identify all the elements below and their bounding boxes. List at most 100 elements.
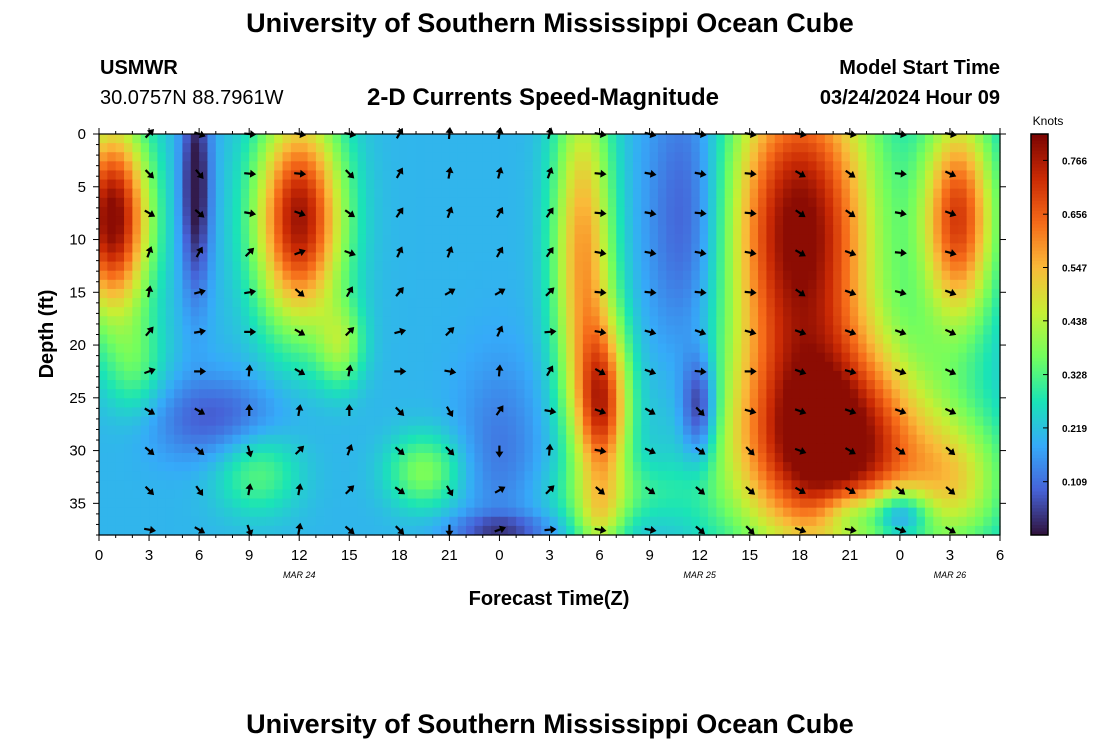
heatmap-cell <box>816 443 826 454</box>
heatmap-cell <box>716 416 726 427</box>
heatmap-cell <box>332 188 342 199</box>
heatmap-cell <box>766 197 776 208</box>
heatmap-cell <box>182 188 192 199</box>
heatmap-cell <box>182 334 192 345</box>
heatmap-cell <box>149 279 158 290</box>
heatmap-cell <box>641 170 651 181</box>
current-arrow <box>794 367 807 376</box>
heatmap-cell <box>641 389 651 399</box>
heatmap-cell <box>199 279 209 290</box>
heatmap-cell <box>407 361 417 372</box>
heatmap-cell <box>708 270 717 281</box>
heatmap-cell <box>574 134 584 144</box>
heatmap-cell <box>532 234 542 244</box>
heatmap-cell <box>516 498 526 509</box>
heatmap-cell <box>599 507 609 518</box>
heatmap-cell <box>232 325 242 336</box>
heatmap-cell <box>933 516 943 527</box>
heatmap-cell <box>190 434 200 445</box>
heatmap-cell <box>783 252 793 263</box>
heatmap-cell <box>249 452 259 463</box>
heatmap-cell <box>390 498 400 509</box>
heatmap-cell <box>257 234 267 244</box>
heatmap-cell <box>783 152 793 162</box>
heatmap-cell <box>808 234 818 244</box>
heatmap-cell <box>416 188 425 199</box>
heatmap-cell <box>557 243 567 254</box>
heatmap-cell <box>124 425 133 436</box>
heatmap-cell <box>891 507 901 518</box>
heatmap-cell <box>507 352 517 363</box>
heatmap-cell <box>749 343 759 354</box>
heatmap-cell <box>716 361 726 372</box>
heatmap-cell <box>741 498 751 509</box>
heatmap-cell <box>174 134 184 144</box>
heatmap-cell <box>908 516 918 527</box>
heatmap-cell <box>165 307 175 317</box>
heatmap-cell <box>632 525 642 536</box>
heatmap-cell <box>149 480 158 491</box>
heatmap-cell <box>849 380 859 390</box>
heatmap-cell <box>491 234 501 244</box>
heatmap-cell <box>224 416 234 427</box>
heatmap-cell <box>249 425 259 436</box>
heatmap-cell <box>174 480 184 491</box>
heatmap-cell <box>324 225 334 235</box>
heatmap-cell <box>207 234 217 244</box>
heatmap-cell <box>791 279 801 290</box>
heatmap-cell <box>257 288 267 299</box>
heatmap-cell <box>124 252 133 263</box>
heatmap-cell <box>883 443 893 454</box>
heatmap-cell <box>874 170 884 181</box>
current-arrow <box>744 288 757 297</box>
heatmap-cell <box>791 416 801 427</box>
heatmap-cell <box>924 443 934 454</box>
heatmap-cell <box>382 170 392 181</box>
heatmap-cell <box>224 343 234 354</box>
heatmap-cell <box>958 380 968 390</box>
current-arrow <box>144 367 156 375</box>
heatmap-cell <box>966 188 976 199</box>
heatmap-cell <box>365 134 375 144</box>
heatmap-cell <box>132 252 142 263</box>
heatmap-cell <box>966 261 976 272</box>
heatmap-cell <box>657 225 667 235</box>
heatmap-cell <box>115 307 125 317</box>
heatmap-cell <box>591 407 601 418</box>
heatmap-cell <box>524 361 534 372</box>
heatmap-cell <box>207 462 217 472</box>
heatmap-cell <box>224 480 234 491</box>
heatmap-cell <box>274 261 284 272</box>
heatmap-cell <box>299 489 309 500</box>
heatmap-cell <box>249 216 259 226</box>
heatmap-cell <box>482 134 492 144</box>
heatmap-cell <box>624 462 634 472</box>
heatmap-cell <box>416 225 425 235</box>
heatmap-cell <box>883 370 893 381</box>
heatmap-cell <box>390 507 400 518</box>
heatmap-cell <box>240 188 250 199</box>
heatmap-cell <box>265 307 275 317</box>
heatmap-cell <box>849 179 859 190</box>
heatmap-cell <box>899 507 909 518</box>
heatmap-cell <box>240 216 250 226</box>
heatmap-cell <box>165 407 175 418</box>
heatmap-cell <box>766 480 776 491</box>
heatmap-cell <box>532 252 542 263</box>
heatmap-cell <box>591 298 601 308</box>
heatmap-cell <box>924 489 934 500</box>
heatmap-cell <box>649 498 659 509</box>
current-arrow <box>594 288 607 297</box>
heatmap-cell <box>566 152 576 162</box>
current-arrow <box>395 207 404 218</box>
heatmap-cell <box>924 361 934 372</box>
heatmap-cell <box>574 216 584 226</box>
heatmap-cell <box>657 407 667 418</box>
heatmap-cell <box>282 471 292 481</box>
heatmap-cell <box>974 161 984 172</box>
heatmap-cell <box>282 452 292 463</box>
heatmap-cell <box>891 307 901 317</box>
heatmap-cell <box>574 170 584 181</box>
heatmap-cell <box>541 197 551 208</box>
heatmap-cell <box>290 197 300 208</box>
